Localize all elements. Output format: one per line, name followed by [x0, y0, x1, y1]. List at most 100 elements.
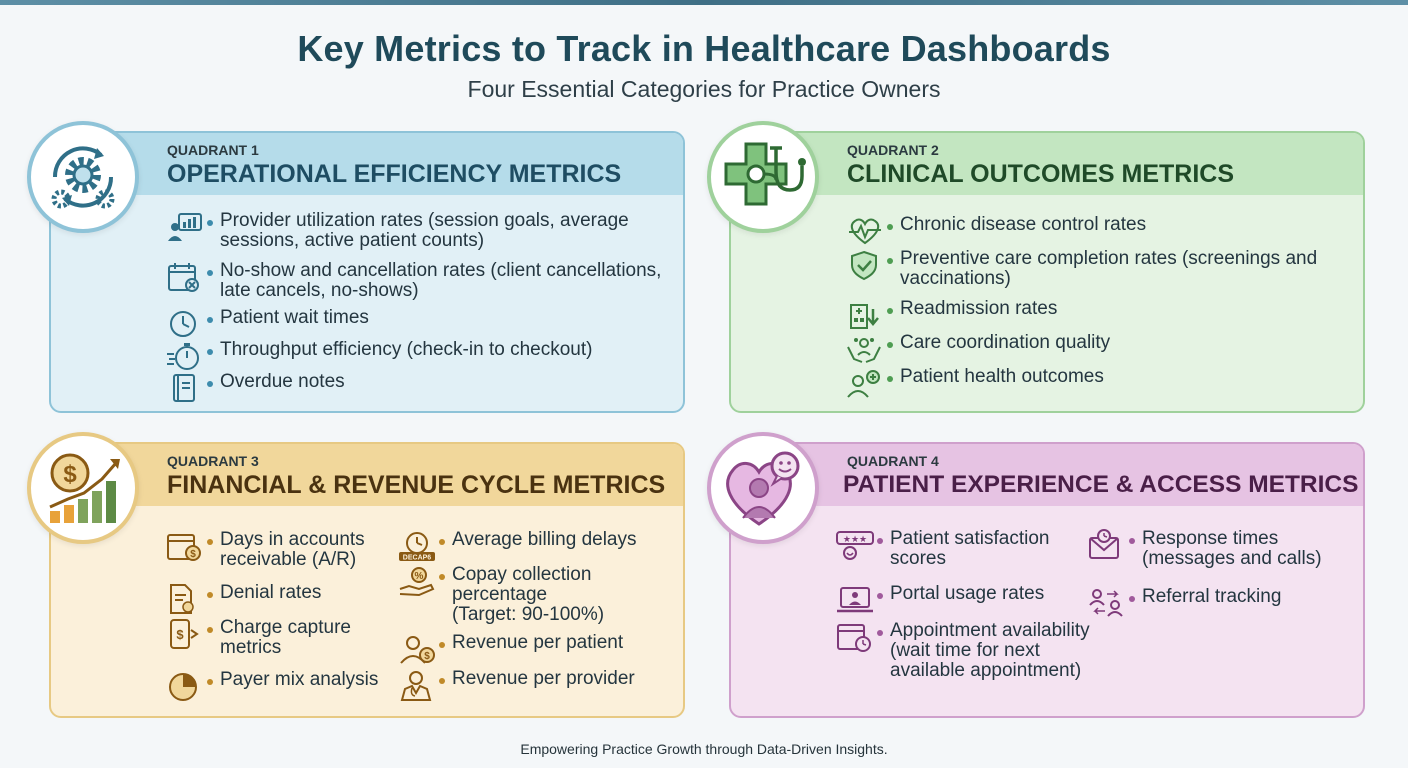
notebook-icon [173, 374, 195, 402]
bullet-dot [207, 317, 213, 323]
item-text: Preventive care completion rates (screen… [900, 248, 1318, 289]
quadrant-title: FINANCIAL & REVENUE CYCLE METRICS [167, 471, 666, 499]
item-text: Patient satisfaction scores [890, 528, 1050, 569]
bullet-dot [887, 376, 893, 382]
item-text: Referral tracking [1142, 586, 1282, 607]
bullet-dot [887, 224, 893, 230]
svg-text:$: $ [63, 461, 77, 488]
medical-cross-stethoscope-icon [707, 121, 819, 233]
item-text: Denial rates [220, 582, 322, 603]
item-text: Care coordination quality [900, 332, 1111, 353]
list-item: $ Revenue per patient [397, 633, 677, 665]
list-item: Payer mix analysis [165, 670, 393, 702]
svg-text:$: $ [176, 627, 184, 642]
dollar-growth-chart-icon: $ [27, 432, 139, 544]
clock-icon [170, 311, 196, 337]
item-text: No-show and cancellation rates (client c… [220, 260, 662, 301]
item-text: Average billing delays [452, 529, 637, 550]
bullet-dot [207, 592, 213, 598]
clock-billing-icon: DECAP6 [399, 532, 435, 562]
heart-person-smile-icon [707, 432, 819, 544]
top-accent-bar [0, 0, 1408, 5]
list-item: Overdue notes [165, 372, 665, 404]
item-text: Portal usage rates [890, 583, 1045, 604]
bullet-dot [439, 539, 445, 545]
quadrant-header: QUADRANT 1 OPERATIONAL EFFICIENCY METRIC… [51, 133, 683, 195]
bullet-dot [207, 627, 213, 633]
list-item: Preventive care completion rates (screen… [845, 249, 1345, 289]
bullet-dot [207, 349, 213, 355]
footer-tagline: Empowering Practice Growth through Data-… [520, 741, 888, 757]
referral-people-icon [1089, 589, 1123, 617]
item-text: Days in accounts receivable (A/R) [220, 529, 365, 570]
laptop-portal-icon [837, 587, 873, 613]
bullet-dot [207, 220, 213, 226]
patient-plus-icon [847, 370, 880, 398]
item-text: Revenue per provider [452, 668, 635, 689]
bullet-dot [877, 630, 883, 636]
quadrant-clinical: QUADRANT 2 CLINICAL OUTCOMES METRICS Chr… [729, 131, 1365, 413]
calendar-clock-icon [837, 624, 871, 652]
list-item: Patient health outcomes [845, 367, 1345, 399]
item-text: Patient health outcomes [900, 366, 1104, 387]
quadrant-financial: QUADRANT 3 FINANCIAL & REVENUE CYCLE MET… [49, 442, 685, 718]
quadrant-header: QUADRANT 4 PATIENT EXPERIENCE & ACCESS M… [731, 444, 1363, 506]
hospital-arrow-icon [850, 304, 879, 329]
clock-billing-icon-label: DECAP6 [403, 555, 432, 562]
list-item: Response times (messages and calls) [1087, 529, 1357, 569]
calendar-dollar-icon: $ [167, 534, 201, 561]
quadrant-label: QUADRANT 1 [167, 142, 259, 158]
bullet-dot [207, 270, 213, 276]
item-text: Charge capture metrics [220, 617, 351, 658]
item-text: Readmission rates [900, 298, 1058, 319]
heartbeat-icon [849, 218, 881, 245]
svg-text:$: $ [424, 651, 430, 662]
bullet-dot [877, 538, 883, 544]
page-subtitle: Four Essential Categories for Practice O… [467, 76, 941, 102]
bullet-dot [207, 539, 213, 545]
list-item: % Copay collection percentage (Target: 9… [397, 565, 677, 625]
list-item: Appointment availability (wait time for … [835, 621, 1095, 681]
quadrant-operational: QUADRANT 1 OPERATIONAL EFFICIENCY METRIC… [49, 131, 685, 413]
list-item: Readmission rates [845, 299, 1345, 331]
item-text: Throughput efficiency (check-in to check… [220, 339, 593, 360]
bullet-dot [877, 593, 883, 599]
list-item: Referral tracking [1087, 587, 1357, 619]
pie-chart-icon [169, 673, 197, 701]
item-text: Appointment availability (wait time for … [890, 620, 1090, 681]
gears-cycle-icon [27, 121, 139, 233]
bullet-dot [1129, 538, 1135, 544]
hands-care-icon [847, 338, 881, 363]
shield-check-icon [851, 250, 877, 281]
quadrant-title: PATIENT EXPERIENCE & ACCESS METRICS [843, 471, 1359, 498]
quadrant-header: QUADRANT 2 CLINICAL OUTCOMES METRICS [731, 133, 1363, 195]
quadrant-label: QUADRANT 4 [847, 453, 939, 469]
list-item: $ Days in accounts receivable (A/R) [165, 530, 393, 570]
list-item: Patient wait times [165, 308, 665, 340]
bullet-dot [887, 342, 893, 348]
bullet-dot [207, 679, 213, 685]
item-text: Copay collection percentage (Target: 90-… [452, 564, 605, 625]
svg-text:%: % [415, 571, 424, 582]
quadrant-title: OPERATIONAL EFFICIENCY METRICS [167, 160, 622, 188]
list-item: Denial rates [165, 583, 393, 615]
item-text: Chronic disease control rates [900, 214, 1147, 235]
list-item: ★★★ Patient satisfaction scores [835, 529, 1075, 569]
patient-dollar-icon: $ [400, 636, 435, 664]
rating-stars-icon: ★★★ [836, 531, 874, 560]
quadrant-label: QUADRANT 2 [847, 142, 939, 158]
list-item: Care coordination quality [845, 333, 1345, 365]
bullet-dot [207, 381, 213, 387]
phone-dollar-icon: $ [170, 619, 199, 649]
bullet-dot [887, 258, 893, 264]
bullet-dot [439, 642, 445, 648]
list-item: Portal usage rates [835, 584, 1075, 616]
page-title: Key Metrics to Track in Healthcare Dashb… [297, 28, 1111, 69]
bullet-dot [439, 574, 445, 580]
list-item: Provider utilization rates (session goal… [165, 211, 665, 251]
provider-chart-icon [168, 213, 202, 241]
doctor-icon [400, 671, 432, 701]
quadrant-header: QUADRANT 3 FINANCIAL & REVENUE CYCLE MET… [51, 444, 683, 506]
bullet-dot [887, 308, 893, 314]
bullet-dot [439, 678, 445, 684]
